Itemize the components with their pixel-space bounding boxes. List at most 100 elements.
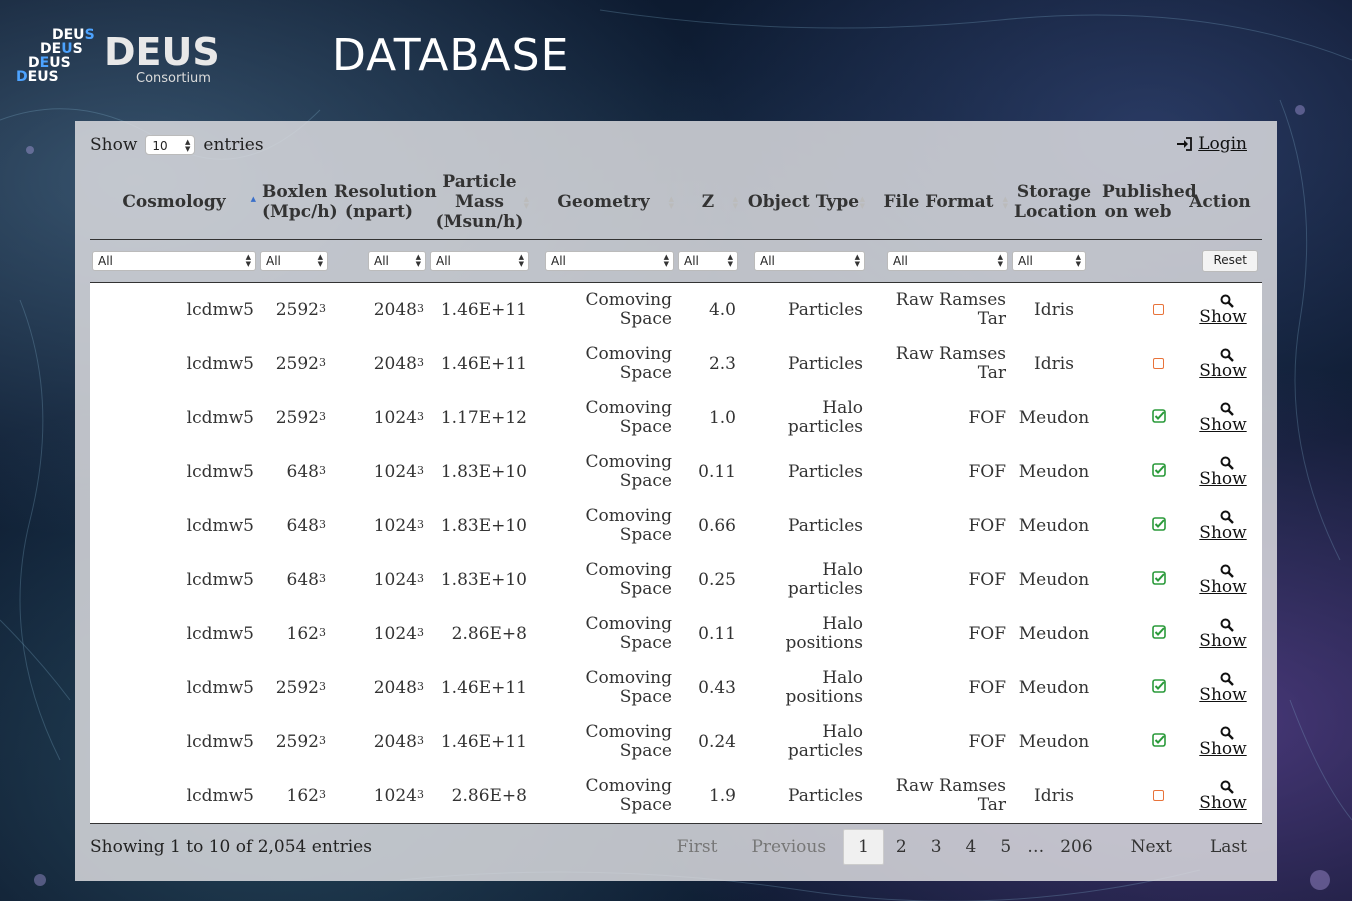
col-header-z[interactable]: Z ▲ ▼: [676, 165, 740, 240]
col-header-label: Storage Location: [1014, 182, 1097, 222]
sort-icon: ▲ ▼: [859, 194, 865, 210]
cell-boxlen: 25923: [258, 661, 330, 715]
filter-mass-select[interactable]: All ▲ ▼: [430, 251, 529, 271]
filter-boxlen-select[interactable]: All ▲ ▼: [260, 251, 328, 271]
geometry-line: Space: [619, 417, 672, 437]
filter-storage-select[interactable]: All ▲ ▼: [1012, 251, 1086, 271]
filter-cell: All ▲ ▼: [1010, 239, 1098, 283]
geometry-line: Space: [619, 363, 672, 383]
pagination-page-5[interactable]: 5: [1000, 837, 1012, 857]
z-value: 0.11: [698, 623, 736, 644]
show-link[interactable]: Show: [1199, 576, 1247, 597]
col-header-published[interactable]: Published on web: [1098, 165, 1197, 240]
cosmology-value: lcdmw5: [186, 299, 254, 320]
col-header-file-format[interactable]: File Format ▲ ▼: [867, 165, 1010, 240]
filter-value: All: [374, 254, 389, 268]
resolution-value: 1024: [373, 569, 417, 590]
col-header-cosmology[interactable]: Cosmology ▲: [90, 165, 258, 240]
login-link[interactable]: Login: [1176, 134, 1247, 154]
col-header-resolution[interactable]: Resolution (npart): [330, 165, 437, 240]
col-header-particle-mass[interactable]: Particle Mass (Msun/h) ▲ ▼: [428, 165, 531, 240]
pagination-last[interactable]: Last: [1210, 837, 1247, 857]
logo-stack-line: DEUS: [16, 69, 59, 85]
cell-z: 0.24: [676, 715, 740, 769]
filter-object-type-select[interactable]: All ▲ ▼: [754, 251, 865, 271]
pagination-next[interactable]: Next: [1130, 837, 1173, 857]
logo-stack-line: DEUS: [28, 55, 71, 71]
login-label: Login: [1198, 134, 1247, 154]
filter-z-select[interactable]: All ▲ ▼: [678, 251, 738, 271]
show-link[interactable]: Show: [1199, 630, 1247, 651]
cosmology-value: lcdmw5: [186, 353, 254, 374]
col-header-label: File Format: [883, 192, 994, 212]
filter-value: All: [266, 254, 281, 268]
storage-value: Meudon: [1018, 569, 1090, 590]
col-header-boxlen[interactable]: Boxlen (Mpc/h): [258, 165, 338, 240]
file-format-line: Raw Ramses: [895, 344, 1006, 364]
search-icon: [1220, 726, 1234, 740]
cell-particle-mass: 1.46E+11: [428, 715, 531, 769]
geometry-line: Comoving: [585, 506, 672, 526]
show-link[interactable]: Show: [1199, 684, 1247, 705]
exponent: 3: [319, 733, 326, 747]
show-link[interactable]: Show: [1199, 360, 1247, 381]
resolution-value: 2048: [373, 677, 417, 698]
sign-in-icon: [1177, 137, 1193, 151]
cell-file-format: FOF: [867, 715, 1010, 769]
col-header-storage-location[interactable]: Storage Location: [1010, 165, 1098, 240]
sort-icon: ▲ ▼: [668, 194, 674, 210]
cell-storage-location: Meudon: [1010, 445, 1098, 499]
filter-cosmology-select[interactable]: All ▲ ▼: [92, 251, 256, 271]
col-header-label: Cosmology: [122, 192, 226, 212]
pagination-page-3[interactable]: 3: [930, 837, 942, 857]
reset-filters-button[interactable]: Reset: [1202, 250, 1258, 272]
col-header-label: Action: [1189, 192, 1251, 212]
cell-z: 2.3: [676, 337, 740, 391]
exponent: 3: [319, 355, 326, 369]
show-link[interactable]: Show: [1199, 522, 1247, 543]
pagination-page-1[interactable]: 1: [843, 829, 884, 865]
show-link[interactable]: Show: [1199, 306, 1247, 327]
filter-value: All: [893, 254, 908, 268]
boxlen-value: 648: [286, 569, 319, 590]
exponent: 3: [319, 301, 326, 315]
cell-cosmology: lcdmw5: [90, 283, 258, 338]
mass-value: 1.46E+11: [440, 731, 527, 752]
cosmology-value: lcdmw5: [186, 461, 254, 482]
filter-cell: All ▲ ▼: [428, 239, 531, 283]
exponent: 3: [417, 733, 424, 747]
filter-resolution-select[interactable]: All ▲ ▼: [368, 251, 426, 271]
filter-geometry-select[interactable]: All ▲ ▼: [545, 251, 674, 271]
cell-particle-mass: 1.83E+10: [428, 553, 531, 607]
cell-published: [1098, 607, 1178, 661]
resolution-value: 1024: [373, 785, 417, 806]
sort-icon: ▲ ▼: [1002, 194, 1008, 210]
pagination-page-last[interactable]: 206: [1060, 837, 1093, 857]
show-link[interactable]: Show: [1199, 738, 1247, 759]
filter-file-format-select[interactable]: All ▲ ▼: [887, 251, 1008, 271]
cell-file-format: Raw Ramses Tar: [867, 337, 1010, 391]
z-value: 0.25: [698, 569, 736, 590]
pagination-first[interactable]: First: [676, 837, 718, 857]
object-type-line: positions: [785, 687, 863, 707]
filter-cell: All ▲ ▼: [90, 239, 258, 283]
entries-per-page-select[interactable]: 10 ▲ ▼: [145, 135, 196, 155]
cell-geometry: Comoving Space: [531, 607, 676, 661]
show-link[interactable]: Show: [1199, 414, 1247, 435]
cosmology-value: lcdmw5: [186, 407, 254, 428]
pagination-page-4[interactable]: 4: [965, 837, 977, 857]
deus-logo[interactable]: DEUS DEUS DEUS DEUS DEUS Consortium: [16, 28, 220, 88]
pagination-previous[interactable]: Previous: [751, 837, 827, 857]
col-header-geometry[interactable]: Geometry ▲ ▼: [531, 165, 676, 240]
cell-file-format: Raw Ramses Tar: [867, 769, 1010, 824]
cell-z: 0.11: [676, 445, 740, 499]
cell-storage-location: Meudon: [1010, 661, 1098, 715]
pagination-page-2[interactable]: 2: [895, 837, 907, 857]
col-header-object-type[interactable]: Object Type ▲ ▼: [740, 165, 867, 240]
boxlen-value: 2592: [275, 677, 319, 698]
geometry-line: Space: [619, 741, 672, 761]
show-link[interactable]: Show: [1199, 792, 1247, 813]
cell-geometry: Comoving Space: [531, 715, 676, 769]
show-link[interactable]: Show: [1199, 468, 1247, 489]
resolution-value: 1024: [373, 461, 417, 482]
